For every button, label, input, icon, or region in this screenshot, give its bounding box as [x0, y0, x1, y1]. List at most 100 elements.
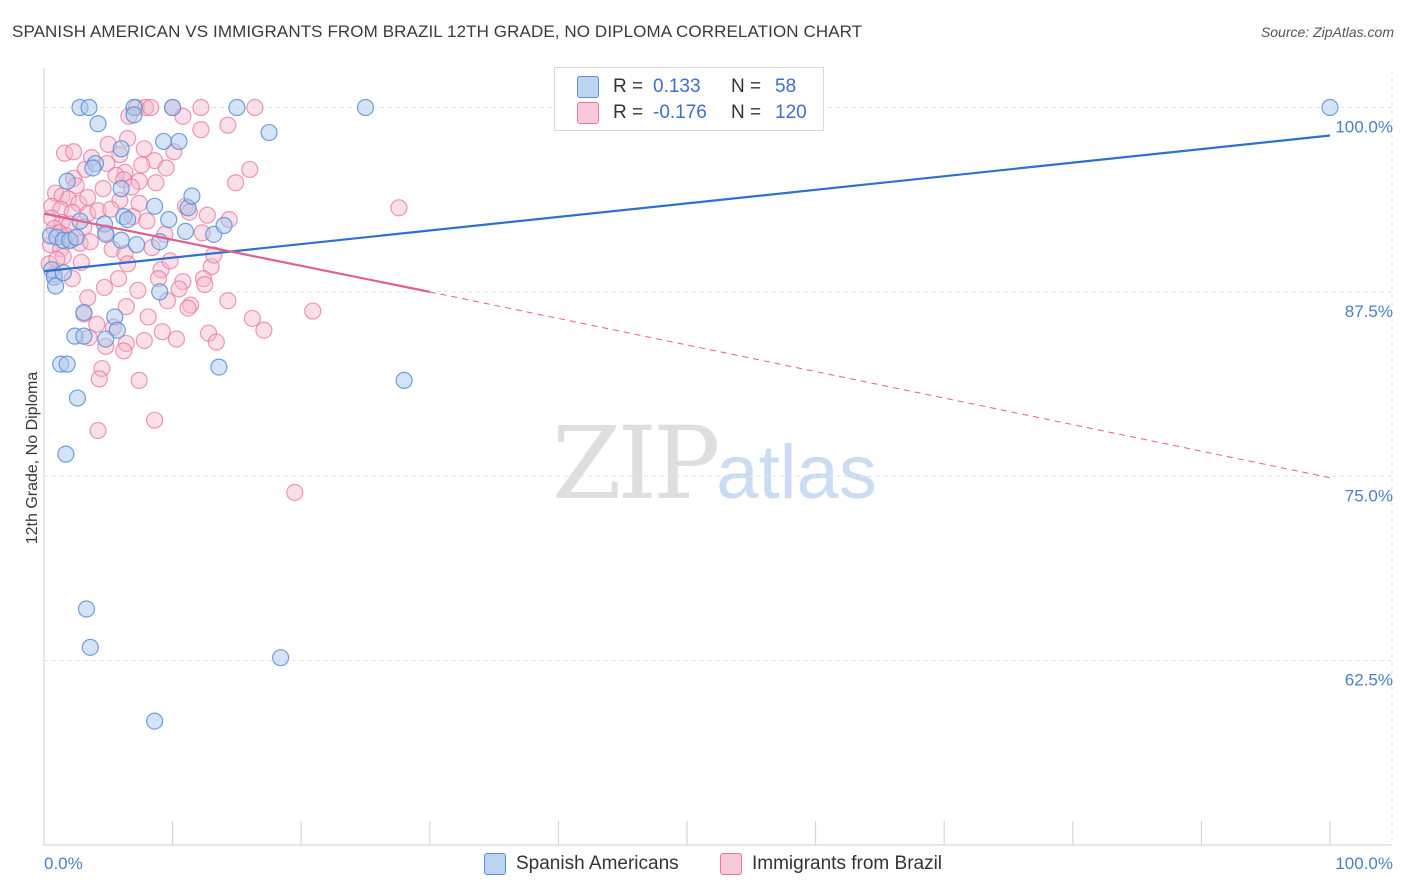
y-axis-label: 12th Grade, No Diploma [24, 372, 41, 545]
spanish-point [75, 303, 93, 322]
brazil-point [243, 309, 261, 328]
watermark-atlas: atlas [716, 430, 877, 515]
brazil-point [194, 270, 213, 288]
brazil-point [133, 156, 151, 174]
spanish-point [160, 211, 178, 229]
brazil-point [94, 180, 112, 198]
legend-n-label: N = [731, 102, 762, 123]
spanish-point [395, 371, 413, 389]
spanish-point [112, 180, 130, 198]
spanish-point [356, 98, 375, 117]
y-tick-label: 100.0% [1335, 118, 1393, 137]
source-label: Source: ZipAtlas.com [1260, 24, 1394, 40]
brazil-point [286, 483, 304, 502]
brazil-point [198, 206, 216, 224]
spanish-point [97, 330, 115, 348]
bottom-legend-label: Spanish Americans [516, 853, 679, 874]
brazil-point [64, 143, 83, 161]
spanish-trend-line [43, 134, 1331, 273]
y-tick-label: 75.0% [1345, 486, 1393, 505]
legend-n-label: N = [731, 76, 762, 97]
brazil-point [93, 359, 111, 378]
brazil-point [135, 140, 153, 158]
spanish-point [58, 355, 76, 373]
legend-row-spanish: R = 0.133 N = 58 [577, 75, 796, 99]
brazil-trend-line [43, 212, 431, 293]
bottom-legend-swatch-pink [720, 853, 742, 875]
brazil-point [219, 292, 237, 310]
spanish-point [57, 445, 75, 463]
brazil-point [90, 370, 108, 388]
brazil-point [246, 98, 264, 117]
brazil-point [192, 98, 210, 117]
series-spanish-points [41, 98, 1339, 730]
spanish-point [176, 222, 195, 240]
brazil-point [219, 116, 237, 134]
watermark-zip: ZIP [552, 405, 720, 522]
x-tick-label: 100.0% [1335, 854, 1393, 873]
spanish-point [108, 321, 126, 339]
correlation-legend: R = 0.133 N = 58 R = -0.176 N = 120 [554, 67, 824, 131]
brazil-point [390, 199, 408, 217]
brazil-trend-line-dashed [429, 291, 1331, 479]
spanish-point [260, 123, 278, 142]
bottom-legend-spanish: Spanish Americans [484, 852, 679, 876]
legend-n-value: 58 [775, 76, 797, 97]
brazil-point [196, 275, 214, 294]
spanish-point [170, 132, 188, 151]
legend-r-label: R = [613, 102, 644, 123]
brazil-point [88, 315, 106, 333]
brazil-point [145, 411, 164, 429]
brazil-point [89, 421, 107, 440]
brazil-point [135, 331, 153, 350]
spanish-point [164, 98, 182, 117]
spanish-point [118, 211, 137, 229]
x-tick-label: 0.0% [44, 854, 83, 873]
brazil-point [95, 278, 114, 297]
spanish-point [210, 358, 228, 376]
legend-row-brazil: R = -0.176 N = 120 [577, 101, 807, 125]
legend-swatch-blue [577, 76, 599, 98]
brazil-point [161, 252, 179, 270]
spanish-point [112, 231, 130, 249]
brazil-point [167, 330, 186, 348]
spanish-point [97, 225, 115, 243]
brazil-point [153, 323, 171, 341]
brazil-point [255, 321, 273, 339]
axes [43, 68, 1392, 846]
legend-r-value: 0.133 [653, 76, 701, 97]
spanish-point [228, 98, 246, 117]
spanish-point [54, 264, 72, 282]
brazil-point [129, 281, 147, 299]
brazil-point [138, 212, 156, 230]
spanish-point [68, 389, 87, 407]
brazil-point [115, 342, 133, 360]
brazil-point [130, 371, 148, 389]
spanish-point [46, 277, 65, 295]
bottom-legend-label: Immigrants from Brazil [752, 853, 943, 874]
brazil-point [227, 174, 245, 192]
spanish-point [58, 172, 76, 190]
spanish-point [1321, 98, 1339, 117]
brazil-point [241, 160, 259, 179]
brazil-point [102, 200, 120, 218]
spanish-point [145, 712, 164, 730]
ticks: 100.0% 87.5% 75.0% 62.5% 0.0% 100.0% [44, 118, 1393, 874]
spanish-point [80, 98, 98, 117]
brazil-point [170, 280, 188, 298]
spanish-point [67, 228, 85, 246]
spanish-point [112, 140, 130, 158]
bottom-legend-brazil: Immigrants from Brazil [720, 852, 942, 876]
spanish-point [183, 187, 201, 205]
spanish-point [154, 132, 173, 151]
legend-r-label: R = [613, 76, 644, 97]
legend-r-value: -0.176 [653, 102, 707, 123]
brazil-point [81, 233, 99, 251]
brazil-point [192, 121, 210, 139]
brazil-point [139, 308, 157, 326]
legend-swatch-pink [577, 102, 599, 124]
brazil-point [142, 98, 160, 117]
brazil-point [179, 299, 197, 317]
brazil-point [207, 333, 225, 351]
